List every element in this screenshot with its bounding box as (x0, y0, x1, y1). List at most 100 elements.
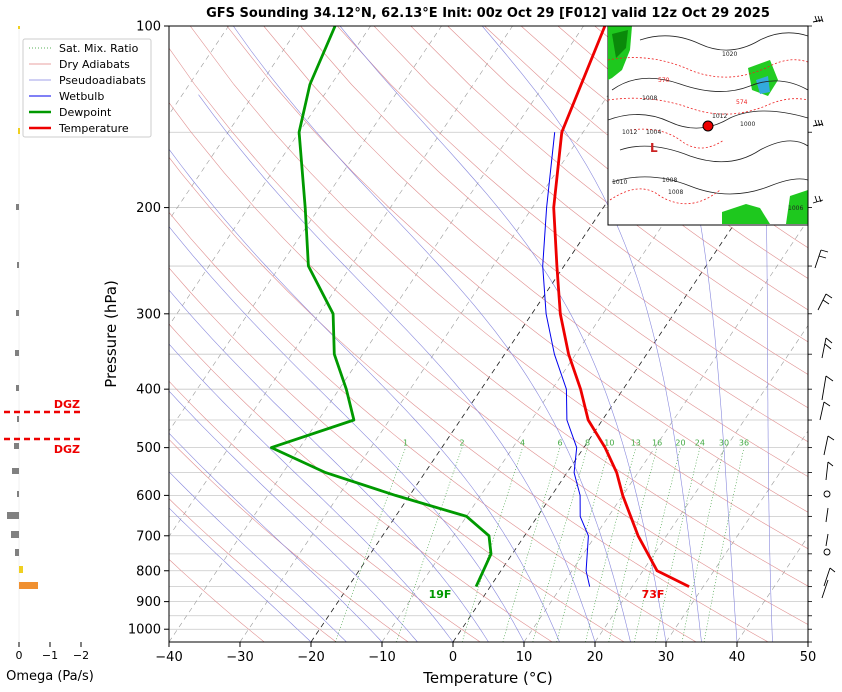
y-tick-label: 800 (136, 564, 161, 579)
wind-barb (814, 249, 829, 269)
omega-bar (15, 350, 19, 356)
y-tick-label: 500 (136, 441, 161, 456)
x-tick-label: −30 (226, 650, 253, 665)
omega-tick-label: 0 (16, 649, 23, 662)
x-tick-label: 50 (800, 650, 817, 665)
legend-box (22, 38, 152, 138)
wind-barb (825, 533, 829, 547)
omega-bar (19, 582, 38, 589)
x-tick-label: 20 (587, 650, 604, 665)
isotherm-line (523, 219, 808, 642)
wind-barb (819, 401, 831, 421)
temperature-line (552, 26, 690, 588)
isotherm-line (169, 26, 584, 642)
y-axis-label: Pressure (hPa) (102, 280, 120, 388)
legend-label: Wetbulb (59, 90, 104, 103)
omega-tick-label: −2 (73, 649, 89, 662)
wetbulb-line (542, 132, 591, 587)
omega-bar (16, 310, 19, 316)
pressure-label: 1012 (712, 113, 727, 120)
dry-adiabat (189, 26, 808, 550)
dry-adiabat (263, 26, 808, 477)
mixing-ratio-label: 4 (520, 439, 525, 448)
omega-bar (17, 416, 19, 422)
dry-adiabat (169, 47, 808, 587)
dry-adiabat (169, 498, 337, 642)
pseudoadiabat (198, 94, 596, 642)
wind-barb (825, 507, 829, 523)
pseudoadiabat (169, 507, 312, 642)
mixing-ratio-label: 20 (675, 439, 685, 448)
dry-adiabat (373, 26, 808, 375)
dry-adiabat (169, 323, 553, 642)
omega-panel: 0 −1 −2 Omega (Pa/s) DGZ DGZ (4, 26, 94, 684)
inset-map: 1020 1012 1008 1004 1010 1008 1000 1006 … (607, 25, 809, 226)
thickness-label: 574 (736, 99, 748, 106)
background-lines: 1 2 4 6 8 10 13 16 20 24 30 36 (0, 26, 808, 642)
wind-calm-circle (823, 548, 831, 556)
x-tick-label: 40 (729, 650, 746, 665)
mixing-ratio-line (585, 447, 637, 642)
surface-dewpoint-label: 19F (429, 588, 452, 601)
mixing-ratio-label: 6 (557, 439, 562, 448)
isotherm-minus20 (310, 26, 726, 642)
x-tick-label: 0 (449, 650, 457, 665)
dry-adiabat (169, 102, 808, 625)
wind-barb (823, 567, 836, 587)
wind-barb (821, 337, 833, 359)
mixing-ratio-line (532, 447, 588, 642)
wind-barb (823, 435, 835, 456)
omega-bar (12, 468, 19, 474)
wind-barb (821, 375, 834, 401)
wind-barb (812, 15, 824, 23)
omega-bar (17, 491, 19, 497)
legend-label: Sat. Mix. Ratio (59, 42, 139, 55)
mixing-ratio-label: 36 (739, 439, 749, 448)
dry-adiabat (337, 26, 808, 409)
y-tick-label: 600 (136, 489, 161, 504)
mixing-ratio-label: 2 (460, 439, 465, 448)
isotherm-line (169, 26, 513, 538)
mixing-ratio-line (655, 447, 701, 642)
y-tick-label: 700 (136, 529, 161, 544)
mixing-ratio-label: 16 (652, 439, 662, 448)
dry-adiabat (169, 558, 265, 642)
mixing-ratio-label: 30 (719, 439, 729, 448)
pressure-label: 1000 (740, 121, 755, 128)
dgz-label-bottom: DGZ (54, 443, 80, 456)
y-tick-label: 200 (136, 201, 161, 216)
wind-calm-circle (823, 490, 831, 498)
pseudoadiabat (339, 26, 667, 642)
pressure-label: 1008 (668, 189, 683, 196)
series-layer (269, 26, 690, 588)
wind-barb (812, 119, 824, 127)
dry-adiabat (169, 380, 481, 642)
x-tick-label: −10 (368, 650, 395, 665)
pressure-label: 1006 (788, 205, 803, 212)
y-tick-label: 100 (136, 20, 161, 35)
wind-barb (817, 293, 833, 311)
green-precip-core (612, 30, 628, 58)
wind-barb (821, 579, 829, 599)
isotherm-line (0, 26, 16, 642)
omega-bar (18, 26, 20, 29)
dewpoint-line (269, 26, 493, 588)
x-tick-label: −40 (155, 650, 182, 665)
pseudoadiabat (169, 226, 525, 642)
legend-label: Dry Adiabats (59, 58, 130, 71)
mixing-ratio-label: 10 (604, 439, 614, 448)
mixing-ratio-label: 24 (695, 439, 705, 448)
dry-adiabat (447, 26, 808, 311)
dry-adiabat (484, 26, 808, 279)
pseudoadiabat (481, 26, 702, 642)
thickness-line (608, 57, 808, 78)
omega-bar (14, 443, 19, 449)
y-tick-label: 900 (136, 595, 161, 610)
legend-label: Pseudoadiabats (59, 74, 146, 87)
omega-bar (18, 128, 20, 134)
plot-frame (168, 25, 809, 643)
mixing-ratio-line (556, 447, 610, 642)
dry-adiabat (300, 26, 808, 443)
pseudoadiabat (756, 26, 773, 642)
